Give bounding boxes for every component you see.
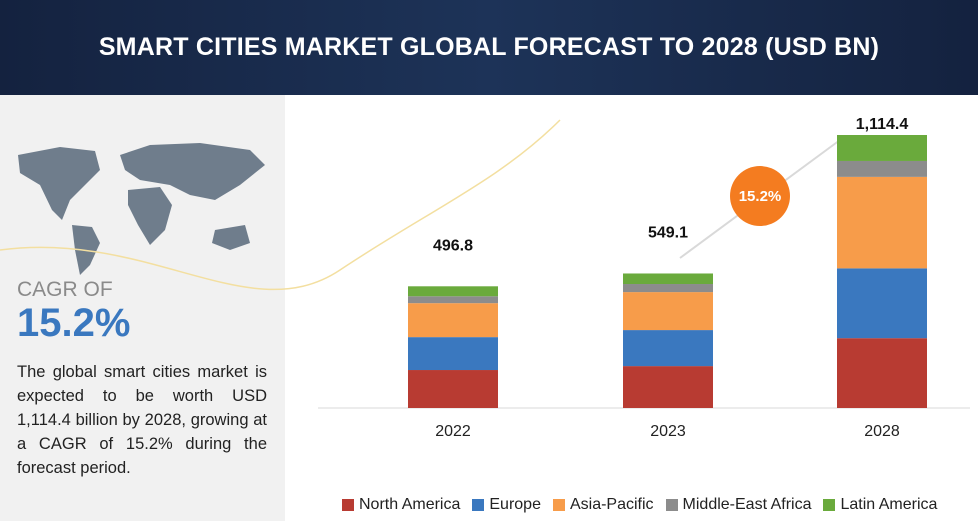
x-tick-label: 2023 <box>650 423 686 440</box>
title: SMART CITIES MARKET GLOBAL FORECAST TO 2… <box>98 33 880 61</box>
legend-label: Asia-Pacific <box>569 496 654 513</box>
bar-segment <box>623 284 713 293</box>
bar-segment <box>837 135 927 161</box>
cagr-badge <box>730 166 790 226</box>
legend-swatch <box>342 499 354 511</box>
bar-segment <box>408 370 498 408</box>
decor-curve <box>0 119 561 291</box>
legend-item: Middle-East Africa <box>665 496 812 514</box>
bar-segment <box>623 366 713 408</box>
x-tick-label: 2022 <box>435 423 471 440</box>
bar-segment <box>408 296 498 304</box>
bar-segment <box>408 286 498 297</box>
total-label: 496.8 <box>433 238 473 255</box>
bar-segment <box>837 160 927 177</box>
bar-segment <box>623 292 713 331</box>
legend-swatch <box>472 499 485 511</box>
legend-label: Latin America <box>840 496 938 513</box>
bar-segment <box>408 303 498 338</box>
legend-label: Middle-East Africa <box>682 496 812 513</box>
legend-item: Latin America <box>823 496 937 514</box>
legend-label: North America <box>359 496 461 513</box>
header: SMART CITIES MARKET GLOBAL FORECAST TO 2… <box>0 0 978 95</box>
legend-swatch <box>823 499 836 511</box>
cagr-label: CAGR OF <box>17 278 113 301</box>
cagr-value: 15.2% <box>17 301 131 345</box>
legend: North America Europe Asia-Pacific Middle-Ea… <box>342 496 937 514</box>
bar-segment <box>837 338 927 408</box>
total-label: 1,114.4 <box>856 116 909 133</box>
x-tick-label: 2028 <box>864 423 900 440</box>
bar-segment <box>837 268 927 339</box>
legend-swatch <box>665 499 678 511</box>
legend-item: Asia-Pacific <box>552 496 654 514</box>
legend-item: North America <box>342 496 460 514</box>
bar-segment <box>837 176 927 269</box>
legend-item: Europe <box>472 496 541 514</box>
bar-segment <box>623 330 713 367</box>
total-label: 549.1 <box>648 225 688 242</box>
description: The global smart cities market is expect… <box>17 363 267 477</box>
bar-segment <box>408 337 498 371</box>
cagr-badge-label: 15.2% <box>739 188 782 205</box>
legend-swatch <box>552 499 565 511</box>
legend-label: Europe <box>489 496 541 513</box>
sidebar: CAGR OF 15.2% The global smart cities ma… <box>0 95 285 521</box>
bar-segment <box>623 273 713 285</box>
